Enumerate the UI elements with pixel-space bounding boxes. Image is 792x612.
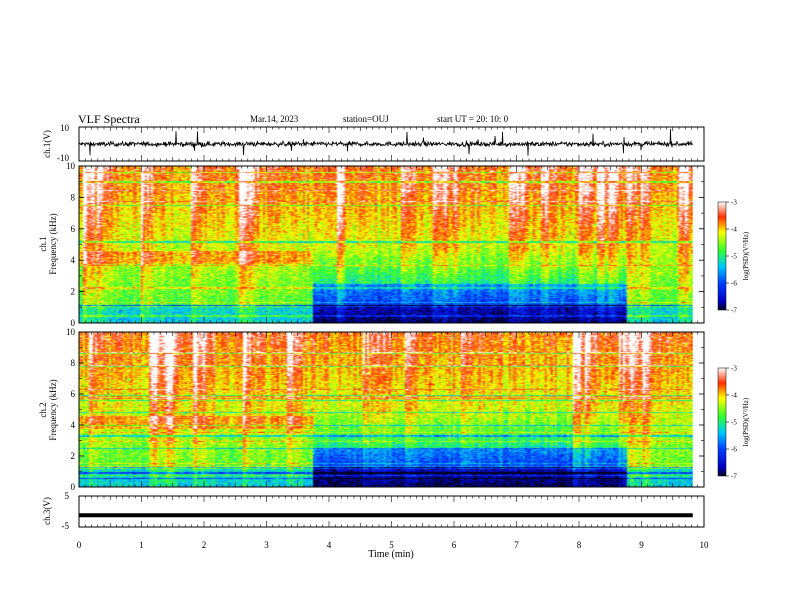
xtick-label: 1 — [139, 540, 144, 550]
ytick-label: 6 — [71, 224, 76, 234]
colorbar-tick-label: -5 — [731, 419, 737, 427]
colorbar-tick-label: -7 — [731, 473, 737, 481]
colorbar-tick-label: -3 — [731, 365, 737, 373]
colorbar-label: log(PSD)(V²/Hz) — [742, 231, 750, 280]
ytick-label: -5 — [62, 521, 70, 531]
colorbar-ch2: -3 -4 -5 -6 -7 log(PSD)(V²/Hz) — [717, 365, 750, 481]
xtick-label: 5 — [389, 540, 394, 550]
spectrogram-ch1-image — [79, 166, 693, 323]
ytick-label: 8 — [71, 358, 76, 368]
ylabel-ch2: ch.2 — [38, 402, 48, 417]
station-label: station=OUJ — [343, 114, 389, 124]
ytick-label: 0 — [71, 318, 76, 328]
colorbar-tick-label: -4 — [731, 392, 737, 400]
start-time-label: start UT = 20: 10: 0 — [437, 114, 509, 124]
panel-spectrogram-ch2: ch.2 Frequency (kHz) 0 2 4 6 8 10 — [38, 327, 705, 492]
ytick-label: 2 — [71, 451, 76, 461]
xtick-label: 2 — [202, 540, 207, 550]
ylabel-frequency: Frequency (kHz) — [48, 379, 58, 440]
ytick-label: 0 — [71, 482, 76, 492]
ytick-label: 8 — [71, 192, 76, 202]
ytick-label: 5 — [65, 491, 70, 501]
xtick-label: 0 — [77, 540, 82, 550]
ytick-label: -10 — [57, 153, 69, 163]
xtick-label: 3 — [264, 540, 269, 550]
colorbar-ch1: -3 -4 -5 -6 -7 log(PSD)(V²/Hz) — [717, 199, 750, 315]
ylabel-ch1: ch.1 — [38, 236, 48, 251]
ytick-label: 10 — [66, 161, 76, 171]
ytick-label: 6 — [71, 389, 76, 399]
colorbar-tick-label: -3 — [731, 199, 737, 207]
colorbar-tick-label: -5 — [731, 253, 737, 261]
ytick-label: 2 — [71, 287, 76, 297]
colorbar-tick-label: -4 — [731, 226, 737, 234]
ytick-label: 4 — [71, 420, 76, 430]
ylabel-frequency: Frequency (kHz) — [48, 213, 58, 274]
chart-title: VLF Spectra — [78, 112, 140, 126]
xtick-label: 6 — [452, 540, 457, 550]
ch1-signal-line — [78, 128, 693, 156]
xtick-label: 9 — [639, 540, 644, 550]
date-label: Mar.14, 2023 — [250, 114, 299, 124]
xlabel-time: Time (min) — [368, 549, 413, 560]
x-minor-ticks — [78, 127, 705, 527]
ylabel-ch3-waveform: ch.3(V) — [42, 497, 52, 525]
spectrogram-ch2-image — [79, 332, 693, 487]
xtick-label: 4 — [327, 540, 332, 550]
ylabel-ch1-waveform: ch.1(V) — [42, 130, 52, 158]
colorbar-tick-label: -6 — [731, 446, 737, 454]
panel-spectrogram-ch1: ch.1 Frequency (kHz) 0 2 4 6 8 10 — [38, 161, 705, 328]
xtick-label: 10 — [700, 540, 710, 550]
xtick-label: 7 — [514, 540, 519, 550]
colorbar-tick-label: -6 — [731, 280, 737, 288]
colorbar-label: log(PSD)(V²/Hz) — [742, 397, 750, 446]
ytick-label: 10 — [60, 123, 70, 133]
xtick-label: 8 — [577, 540, 582, 550]
ytick-label: 10 — [66, 327, 76, 337]
ytick-label: 4 — [71, 255, 76, 265]
panel-waveform-ch3: ch.3(V) 5 -5 0 1 2 3 4 5 6 7 8 9 10 Time (min) — [42, 491, 709, 560]
colorbar-tick-label: -7 — [731, 307, 737, 315]
